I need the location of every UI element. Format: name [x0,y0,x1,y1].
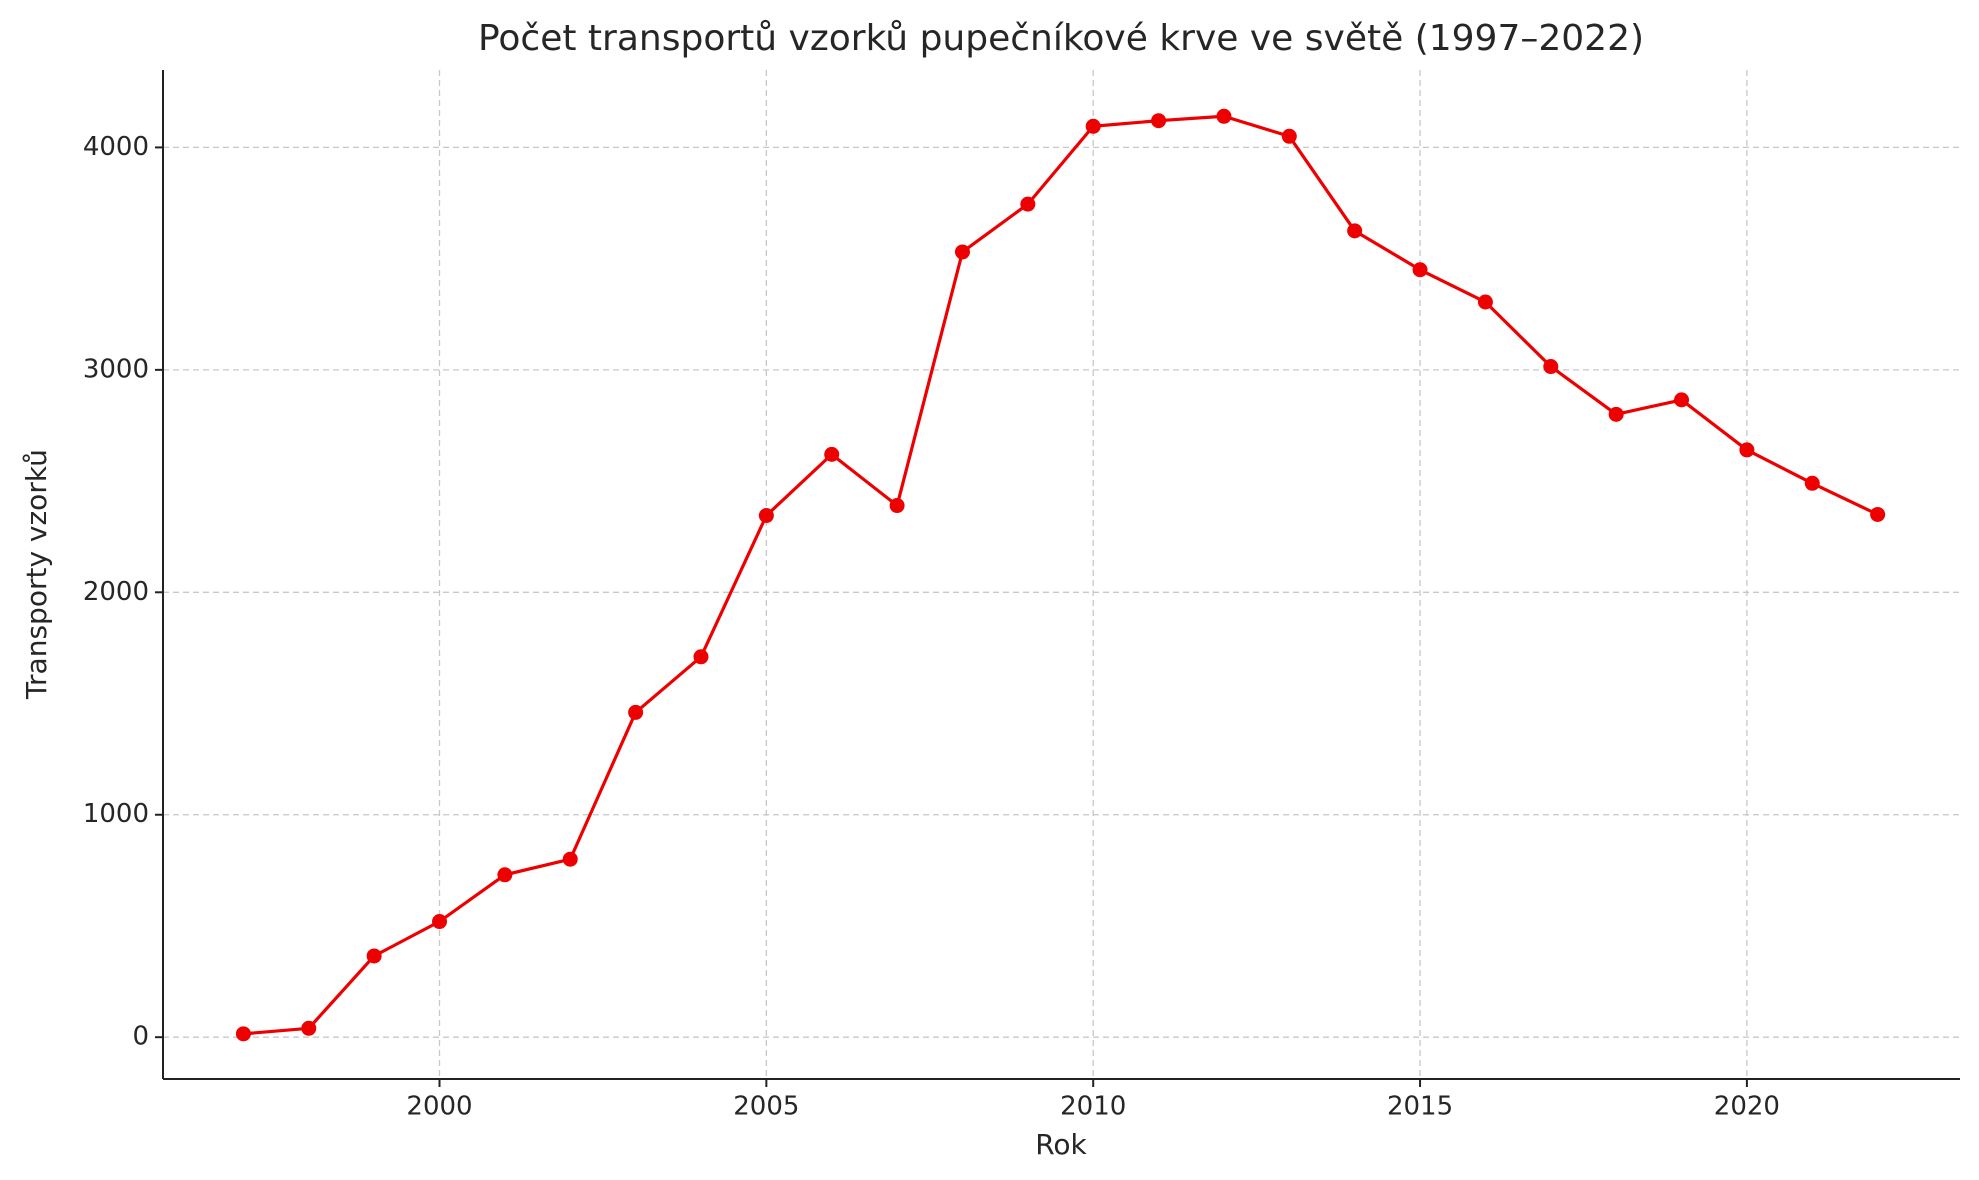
x-tick-label: 2000 [406,1092,472,1122]
point [1020,196,1036,212]
point [497,867,513,883]
point [1216,108,1232,124]
x-tick-label: 2010 [1060,1092,1126,1122]
point [1151,113,1167,129]
point [1085,118,1101,134]
point [562,851,578,867]
point [1543,359,1559,375]
point [301,1020,317,1036]
point [1739,442,1755,458]
x-tick-label: 2015 [1387,1092,1453,1122]
point [1804,475,1820,491]
y-tick-label: 0 [132,1022,149,1052]
point [1477,294,1493,310]
y-axis-label: Transporty vzorků [20,449,53,700]
x-tick-label: 2020 [1714,1092,1780,1122]
point [824,446,840,462]
point [1870,506,1886,522]
line [243,114,1879,1036]
x-tick-label: 2005 [733,1092,799,1122]
point [889,498,905,514]
y-tick-label: 1000 [83,799,149,829]
point [432,914,448,930]
point [1412,262,1428,278]
point [628,704,644,720]
point [758,508,774,524]
point [366,948,382,964]
point [954,244,970,260]
y-tick-label: 2000 [83,577,149,607]
point [1608,406,1624,422]
point [1281,128,1297,144]
point [235,1026,251,1042]
y-tick-label: 4000 [83,132,149,162]
point [1674,392,1690,408]
chart-title: Počet transportů vzorků pupečníkové krve… [478,18,1644,59]
x-axis-label: Rok [1035,1128,1087,1161]
point [1347,223,1363,239]
y-tick-label: 3000 [83,354,149,384]
point [693,649,709,665]
